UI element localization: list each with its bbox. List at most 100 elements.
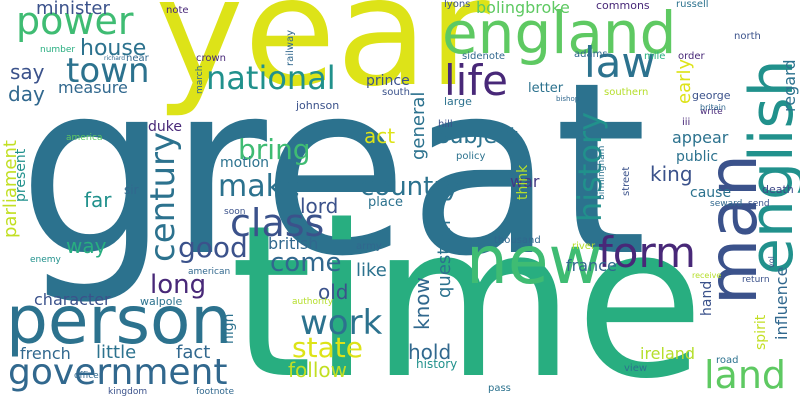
word-birmingham: birmingham bbox=[597, 145, 607, 200]
word-adams: adams bbox=[574, 49, 608, 60]
word-war: war bbox=[510, 172, 540, 191]
word-return: return bbox=[742, 275, 770, 285]
word-know: know bbox=[410, 277, 434, 330]
word-lyons: lyons bbox=[444, 0, 471, 10]
word-view: view bbox=[624, 363, 648, 374]
word-regard: regard bbox=[780, 59, 799, 112]
word-government: government bbox=[8, 352, 228, 393]
word-century: century bbox=[143, 131, 183, 262]
word-hand: hand bbox=[699, 280, 715, 316]
word-state: state bbox=[292, 331, 363, 364]
word-george: george bbox=[692, 89, 731, 102]
word-year: year bbox=[155, 0, 490, 120]
word-form: form bbox=[598, 228, 696, 277]
word-america: america bbox=[66, 133, 103, 143]
word-far: far bbox=[84, 188, 112, 212]
word-enemy: enemy bbox=[30, 255, 61, 265]
word-death: death bbox=[762, 183, 794, 196]
word-character: character bbox=[34, 290, 111, 309]
word-walpole: walpole bbox=[140, 295, 183, 308]
word-life: life bbox=[444, 56, 508, 105]
word-minister: minister bbox=[36, 0, 110, 19]
word-british: british bbox=[268, 234, 319, 253]
word-russell: russell bbox=[676, 0, 709, 10]
word-land: land bbox=[704, 353, 787, 397]
word-richard: richard bbox=[104, 55, 126, 62]
word-way: way bbox=[66, 234, 107, 258]
word-southern: southern bbox=[604, 87, 649, 98]
word-prince: prince bbox=[366, 73, 410, 89]
word-hill: hill bbox=[438, 119, 453, 130]
word-march: march bbox=[195, 65, 205, 94]
word-write: write bbox=[700, 107, 723, 117]
word-britain: britain bbox=[700, 103, 726, 112]
word-fact: fact bbox=[176, 342, 211, 363]
word-come: come bbox=[270, 248, 342, 278]
word-kingdom: kingdom bbox=[108, 387, 148, 397]
word-old: old bbox=[318, 280, 349, 304]
word-french: french bbox=[20, 344, 71, 363]
word-send: send bbox=[748, 199, 770, 209]
word-number: number bbox=[40, 45, 76, 55]
word-bring: bring bbox=[238, 133, 311, 166]
word-london: johnson bbox=[296, 99, 340, 112]
word-house: house bbox=[80, 36, 147, 61]
word-officer: officer bbox=[74, 371, 103, 381]
word-follow: follow bbox=[288, 358, 347, 382]
word-near: near bbox=[126, 53, 149, 64]
word-authority: authority bbox=[292, 297, 334, 307]
word-river: river bbox=[572, 241, 596, 252]
word-appear: appear bbox=[672, 128, 729, 147]
word-north: north bbox=[734, 31, 761, 42]
word-king: king bbox=[650, 162, 693, 186]
word-act: act bbox=[364, 124, 396, 148]
word-present: present bbox=[13, 148, 29, 202]
word-railway: railway bbox=[285, 29, 296, 66]
word-johnson: history bbox=[416, 357, 458, 371]
word-cause: cause bbox=[690, 185, 732, 201]
word-bishop: bishop bbox=[556, 95, 580, 103]
word-american: american bbox=[188, 267, 231, 277]
word-spirit: spirit bbox=[753, 314, 769, 350]
word-seward: seward bbox=[710, 199, 743, 209]
word-country: country bbox=[360, 172, 460, 202]
word-iii: iii bbox=[682, 117, 691, 128]
word-ireland: ireland bbox=[640, 344, 696, 363]
word-little: little bbox=[96, 342, 137, 363]
word-commons: commons bbox=[596, 0, 650, 12]
word-sidenote: sidenote bbox=[462, 51, 506, 62]
word-note: note bbox=[166, 5, 189, 16]
word-influence: influence bbox=[772, 266, 791, 340]
word-new: new bbox=[466, 222, 603, 299]
word-high: high bbox=[221, 313, 237, 344]
word-good: good bbox=[178, 231, 248, 264]
word-power: power bbox=[16, 0, 134, 43]
word-question: question bbox=[434, 220, 455, 298]
word-road: road bbox=[716, 355, 739, 366]
word-lord: lord bbox=[300, 194, 339, 218]
word-class: class bbox=[230, 201, 325, 245]
word-receive: receive bbox=[692, 271, 722, 280]
word-time: time bbox=[230, 180, 705, 400]
word-make: make bbox=[218, 169, 301, 204]
word-sir: sir bbox=[124, 183, 139, 197]
word-long: long bbox=[150, 270, 207, 300]
word-bolingbroke: bolingbroke bbox=[476, 0, 570, 17]
word-law: law bbox=[584, 38, 656, 87]
word-england: england bbox=[442, 0, 677, 67]
word-like: like bbox=[356, 260, 387, 281]
word-motion: motion bbox=[220, 155, 270, 171]
word-large: large bbox=[444, 95, 472, 108]
word-vol: vol bbox=[767, 256, 776, 268]
word-hold: hold bbox=[408, 340, 452, 364]
word-south: south bbox=[382, 87, 410, 98]
word-measure: measure bbox=[58, 78, 128, 97]
word-duke: duke bbox=[148, 119, 182, 135]
word-pass: pass bbox=[488, 383, 511, 394]
word-mile: mile bbox=[644, 51, 666, 62]
word-general: general bbox=[408, 91, 429, 160]
word-street: street bbox=[621, 166, 632, 196]
word-national: national bbox=[206, 59, 336, 97]
word-say: say bbox=[10, 60, 45, 84]
